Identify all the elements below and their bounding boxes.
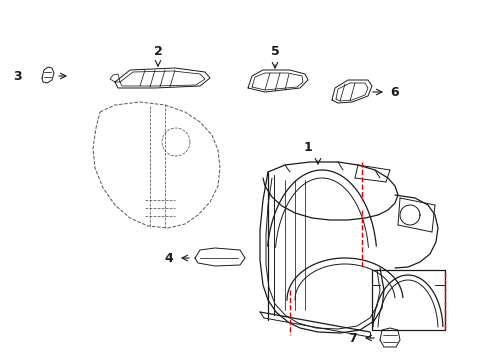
Text: 1: 1 [303,141,312,154]
Text: 4: 4 [164,252,173,265]
Text: 6: 6 [389,86,398,99]
Text: 5: 5 [270,45,279,58]
Text: 3: 3 [14,69,22,82]
Text: 7: 7 [347,332,356,345]
Text: 2: 2 [153,45,162,58]
